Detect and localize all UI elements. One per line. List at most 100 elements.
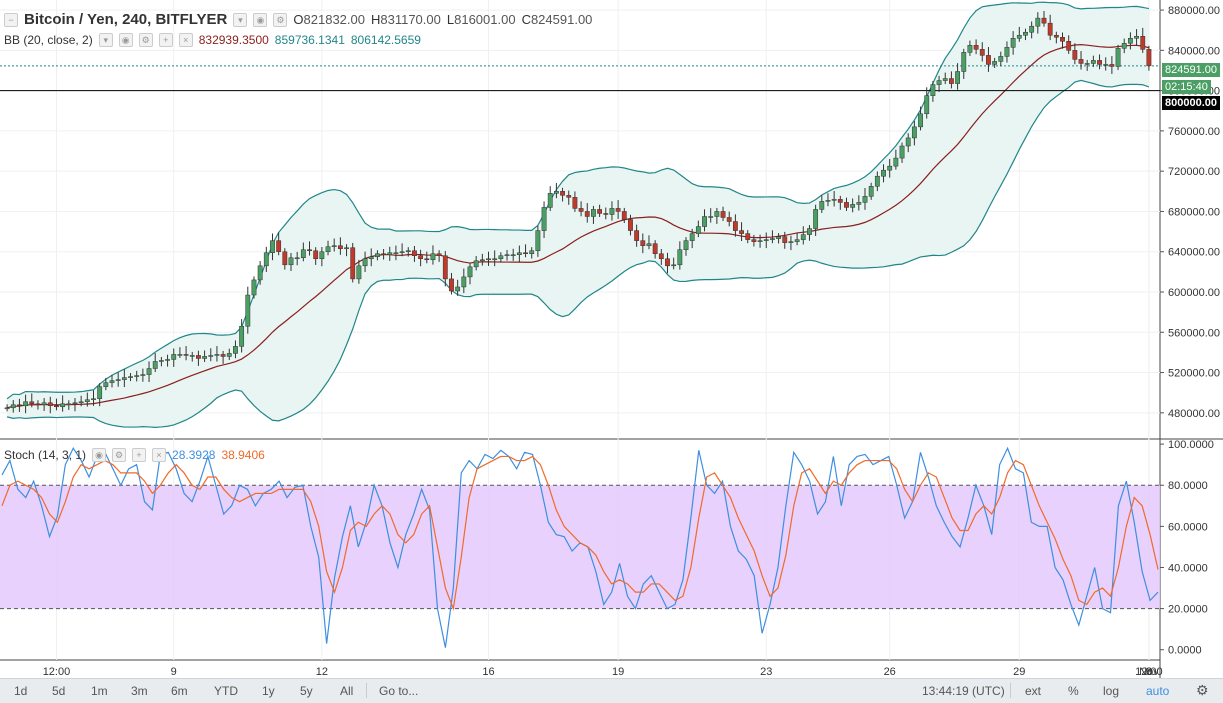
range-5d[interactable]: 5d [52,684,66,698]
range-1d[interactable]: 1d [14,684,28,698]
range-3m[interactable]: 3m [131,684,148,698]
gear-icon[interactable]: ⚙ [273,12,288,27]
candle-body [695,226,701,234]
candle-body [294,257,300,260]
chart-canvas[interactable]: 880000.00 840000.00 800000.00 760000.00 7200… [0,0,1223,678]
ext-toggle[interactable]: ext [1025,684,1042,698]
candle-body [146,368,152,375]
candle-body [1010,38,1016,48]
plus-icon[interactable]: + [158,33,173,47]
collapse-icon[interactable]: − [4,12,18,27]
price-tick-label: 840000.00 [1168,45,1220,57]
candle-body [313,250,319,260]
plus-icon[interactable]: + [132,448,147,462]
eye-icon[interactable]: ◉ [92,448,107,462]
candle-body [1053,34,1059,38]
candle-body [918,113,923,128]
countdown-tag: 02:15:40 [1162,80,1211,94]
candle-body [1140,35,1146,50]
goto-button[interactable]: Go to... [379,684,419,698]
time-tick-label: 26 [884,666,896,678]
candle-body [566,195,572,198]
current-price-tag: 824591.00 [1162,63,1220,77]
candle-body [282,251,288,266]
candle-body [850,204,856,208]
stoch-tick-label: 100.0000 [1168,439,1214,451]
range-5y[interactable]: 5y [300,684,313,698]
close-icon[interactable]: × [178,33,193,47]
time-tick-label: Nov [1139,666,1159,678]
candle-body [430,253,436,261]
stoch-legend: Stoch (14, 3, 1) ◉ ⚙ + × 28.3928 38.9406 [4,448,271,462]
candle-body [17,404,22,407]
candle-body [979,49,985,56]
chevron-down-icon[interactable]: ▾ [98,33,113,47]
candle-body [1035,17,1041,27]
range-ytd[interactable]: YTD [214,684,238,698]
candle-body [424,258,430,261]
bb-upper-line [6,1,1150,400]
price-tick-label: 880000.00 [1168,5,1220,17]
range-1m[interactable]: 1m [91,684,108,698]
chevron-down-icon[interactable]: ▾ [233,12,248,27]
candle-body [553,191,559,194]
candle-body [516,252,522,255]
candle-body [547,193,553,208]
gear-icon[interactable]: ⚙ [138,33,153,47]
close-icon[interactable]: × [152,448,167,462]
stoch-tick-label: 80.0000 [1168,480,1208,492]
candle-body [344,247,349,249]
range-6m[interactable]: 6m [171,684,188,698]
time-tick-label: 12:00 [43,666,71,678]
candle-body [930,84,936,96]
candle-body [998,56,1004,62]
candle-body [658,253,664,260]
candle-body [652,243,658,254]
candle-body [214,354,220,356]
percent-toggle[interactable]: % [1068,684,1079,698]
candle-body [1097,60,1102,65]
candle-body [992,61,998,65]
candle-body [171,354,177,360]
candle-body [541,207,547,231]
candle-body [1146,49,1152,67]
candle-body [473,260,479,268]
price-tick-label: 480000.00 [1168,408,1220,420]
candle-body [677,249,683,266]
range-1y[interactable]: 1y [262,684,275,698]
candle-body [270,240,275,253]
utc-clock[interactable]: 13:44:19 (UTC) [922,684,1005,698]
gear-icon[interactable]: ⚙ [112,448,127,462]
candle-body [412,250,417,257]
range-all[interactable]: All [340,684,354,698]
candle-body [97,386,103,399]
gear-icon[interactable]: ⚙ [1196,682,1209,698]
time-tick-label: 12:00 [1135,666,1163,678]
candle-body [634,230,640,241]
candle-body [1041,17,1047,24]
symbol-title: Bitcoin / Yen, 240, BITFLYER [24,11,228,28]
eye-icon[interactable]: ◉ [253,12,268,27]
candle-body [233,346,238,354]
candle-body [208,355,214,357]
candle-body [683,240,689,250]
auto-toggle[interactable]: auto [1146,684,1170,698]
candle-body [10,404,16,409]
candle-body [529,250,535,254]
price-tick-label: 760000.00 [1168,126,1220,138]
candle-body [109,380,115,383]
log-toggle[interactable]: log [1103,684,1120,698]
candle-body [257,265,263,281]
candle-body [1004,47,1010,57]
stoch-label: Stoch (14, 3, 1) [4,448,87,462]
low-value: 816001.00 [454,12,516,27]
candle-body [239,325,245,347]
candle-body [1029,25,1035,33]
candle-body [115,379,121,381]
price-tick-label: 520000.00 [1168,368,1220,380]
candle-body [874,175,880,187]
candle-body [689,233,695,241]
close-value: 824591.00 [530,12,593,27]
eye-icon[interactable]: ◉ [118,33,133,47]
candle-body [621,211,627,220]
